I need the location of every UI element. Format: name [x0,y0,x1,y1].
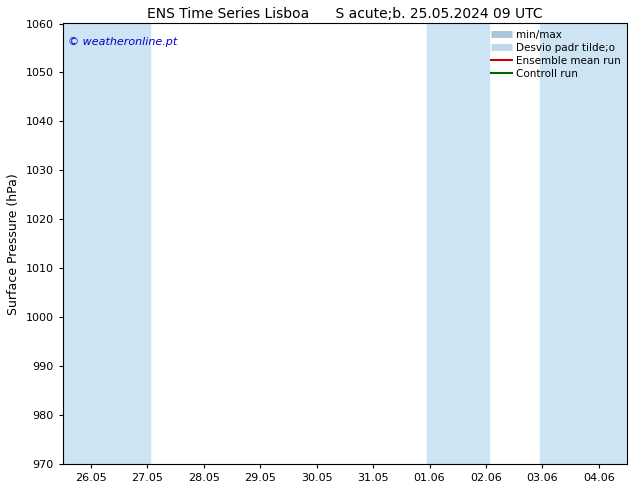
Bar [427,24,489,464]
Y-axis label: Surface Pressure (hPa): Surface Pressure (hPa) [7,173,20,315]
Bar [63,24,150,464]
Legend: min/max, Desvio padr tilde;o, Ensemble mean run, Controll run: min/max, Desvio padr tilde;o, Ensemble m… [487,25,625,83]
Title: ENS Time Series Lisboa      S acute;b. 25.05.2024 09 UTC: ENS Time Series Lisboa S acute;b. 25.05.… [147,7,543,21]
Text: © weatheronline.pt: © weatheronline.pt [68,37,178,47]
Bar [540,24,627,464]
